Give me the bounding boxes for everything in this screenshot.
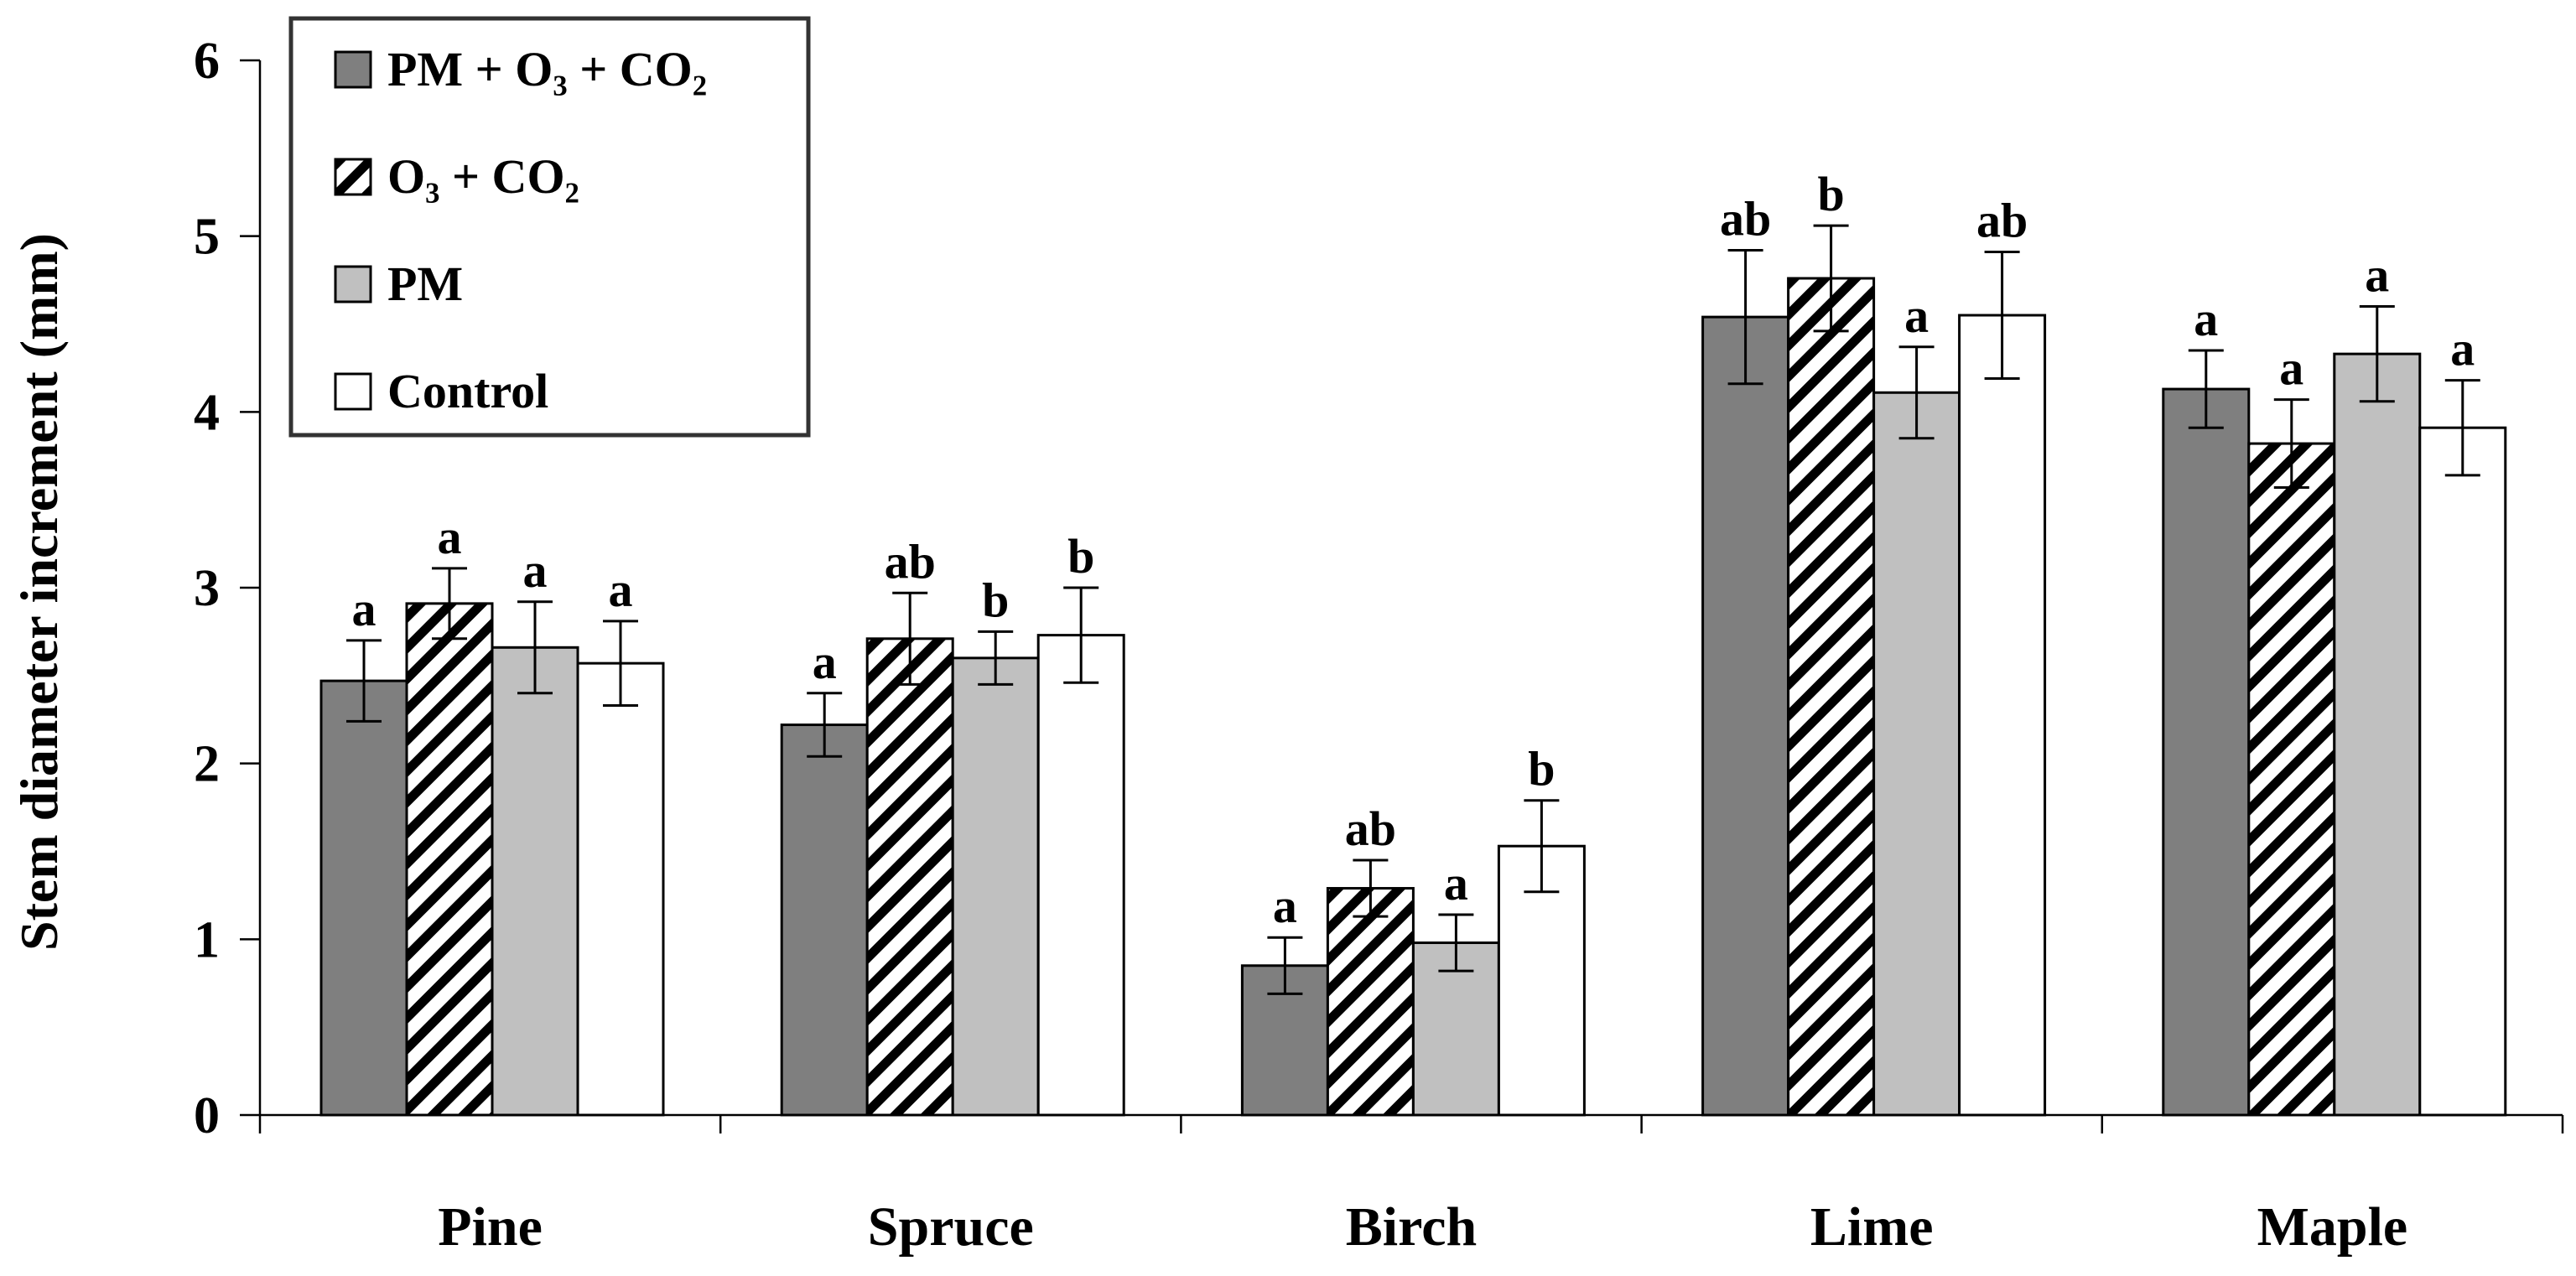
- bar-lime-series-3: [1872, 391, 1961, 1117]
- significance-label: ab: [1720, 191, 1771, 246]
- significance-label: a: [1904, 288, 1929, 343]
- significance-label: a: [438, 510, 462, 564]
- significance-label: b: [1817, 167, 1844, 221]
- y-tick-label: 0: [194, 1087, 220, 1144]
- significance-label: a: [1444, 856, 1468, 910]
- legend-label: Control: [387, 364, 548, 418]
- y-tick-label: 2: [194, 736, 220, 793]
- y-tick-label: 5: [194, 209, 220, 266]
- significance-label: a: [2194, 292, 2218, 346]
- y-tick-label: 6: [194, 33, 220, 90]
- bar-pine-series-2: [405, 602, 494, 1117]
- x-axis-ticks: Pine Spruce Birch Lime Maple: [258, 1115, 2564, 1258]
- significance-label: a: [1273, 879, 1297, 933]
- legend-swatch: [334, 372, 372, 411]
- legend-label: PM: [387, 257, 463, 311]
- significance-label: b: [982, 573, 1009, 627]
- bar-maple-series-3: [2333, 352, 2422, 1117]
- bar-maple-series-4: [2418, 426, 2507, 1117]
- significance-label: ab: [885, 534, 936, 589]
- x-tick-label: Spruce: [868, 1196, 1034, 1258]
- significance-label: a: [352, 582, 377, 636]
- bar-lime-series-2: [1787, 277, 1876, 1117]
- significance-label: b: [1067, 529, 1094, 584]
- y-axis-label: Stem diameter increment (mm): [9, 233, 69, 951]
- bar-pine-series-4: [576, 661, 665, 1117]
- significance-label: a: [2450, 322, 2475, 376]
- significance-label: a: [2365, 248, 2389, 303]
- y-axis-ticks: 0 1 2 3 4 5 6: [194, 33, 260, 1144]
- y-tick-label: 1: [194, 911, 220, 968]
- significance-label: a: [813, 635, 837, 689]
- y-tick-label: 4: [194, 384, 220, 441]
- legend-swatch: [334, 50, 372, 89]
- bar-pine-series-1: [319, 679, 408, 1117]
- significance-label: b: [1528, 742, 1555, 796]
- error-bars: [346, 224, 2480, 995]
- bar-lime-series-4: [1958, 314, 2047, 1117]
- x-tick-label: Pine: [438, 1196, 543, 1258]
- legend-swatch: [334, 265, 372, 303]
- significance-label: a: [609, 563, 633, 617]
- significance-label: a: [2279, 341, 2303, 396]
- x-tick-label: Maple: [2257, 1196, 2408, 1258]
- bar-spruce-series-4: [1036, 634, 1125, 1117]
- legend-label: O₃ + CO₂: [387, 149, 579, 204]
- bar-birch-series-2: [1326, 887, 1415, 1117]
- x-tick-label: Birch: [1346, 1196, 1477, 1258]
- legend-label: PM + O₃ + CO₂: [387, 42, 707, 96]
- bar-spruce-series-2: [865, 637, 954, 1117]
- significance-label: a: [523, 543, 548, 598]
- bar-maple-series-1: [2162, 387, 2251, 1117]
- legend-swatch: [334, 158, 372, 196]
- bars: [319, 277, 2507, 1117]
- significance-label: ab: [1976, 194, 2028, 248]
- y-tick-label: 3: [194, 560, 220, 617]
- bar-maple-series-2: [2247, 442, 2336, 1117]
- bar-pine-series-3: [491, 646, 579, 1117]
- x-tick-label: Lime: [1810, 1196, 1934, 1258]
- bar-spruce-series-1: [780, 724, 869, 1117]
- bar-spruce-series-3: [951, 656, 1040, 1117]
- legend-box: [288, 16, 811, 438]
- bar-lime-series-1: [1701, 315, 1790, 1117]
- legend: PM + O₃ + CO₂ O₃ + CO₂ PM Control: [288, 16, 811, 438]
- significance-label: ab: [1345, 801, 1396, 856]
